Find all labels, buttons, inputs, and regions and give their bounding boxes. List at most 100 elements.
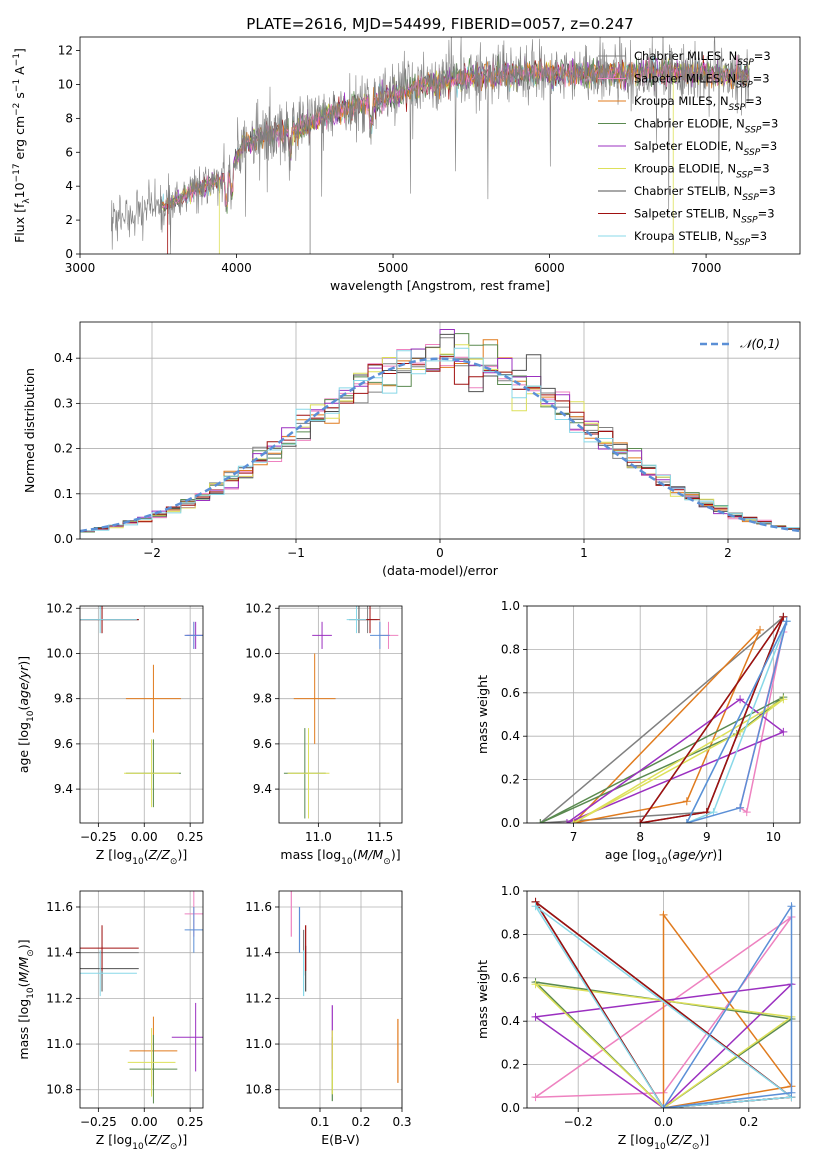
- label-part: Kroupa ELODIE, N: [634, 162, 736, 176]
- x-tick-label: 0.2: [351, 1115, 370, 1129]
- x-tick-label: 0.25: [177, 830, 204, 844]
- x-tick-label: 0.3: [392, 1115, 411, 1129]
- figure-title: PLATE=2616, MJD=54499, FIBERID=0057, z=0…: [246, 15, 633, 33]
- y-tick-label: 4: [65, 179, 73, 193]
- panel-age_vs_Z: −0.25 0.00 0.259.49.69.810.010.2Z [log10(Z…: [16, 601, 204, 867]
- panel-age_vs_mass: 11.0 11.5 9.4 9.6 9.8 10.0 10.2 mass [log10(M/M…: [245, 601, 403, 867]
- plot-area: [80, 329, 800, 539]
- x-axis-label: wavelength [Angstrom, rest frame]: [330, 278, 550, 293]
- y-tick-label: 11.4: [245, 946, 272, 960]
- legend-label: Salpeter STELIB, NSSP=3: [634, 207, 775, 226]
- x-tick-label: 0.1: [310, 1115, 329, 1129]
- label-part: −2: [12, 103, 22, 116]
- label-part: Z [log: [96, 847, 132, 862]
- weight-marker: [787, 902, 796, 911]
- y-tick-label: 9.6: [253, 737, 272, 751]
- label-part: A: [12, 66, 27, 79]
- label-part: Chabrier MILES, N: [634, 49, 737, 63]
- x-tick-label: 11.5: [367, 830, 394, 844]
- y-tick-label: 0.3: [54, 396, 73, 410]
- label-part: SSP: [745, 126, 762, 136]
- label-part: SSP: [737, 58, 754, 68]
- label-part: =3: [758, 207, 775, 221]
- y-tick-label: 0.6: [501, 686, 520, 700]
- y-axis-label: mass weight: [475, 960, 490, 1039]
- label-part: ⊙: [170, 857, 178, 867]
- label-part: (: [666, 1132, 671, 1147]
- label-part: mass [log: [280, 847, 341, 862]
- y-tick-label: 9.6: [54, 737, 73, 751]
- weight-marker: [531, 1012, 540, 1021]
- panel-residuals: −2 −1 0 1 2 0.0 0.1 0.2 0.3 0.4 𝒩(0,1) (data-model)…: [22, 321, 801, 578]
- y-tick-label: 0.0: [501, 1101, 520, 1115]
- weight-curve: [639, 616, 785, 823]
- y-tick-label: 1.0: [501, 884, 520, 898]
- x-tick-label: 7: [570, 830, 578, 844]
- x-tick-label: −0.25: [80, 1115, 117, 1129]
- y-tick-label: 1.0: [501, 599, 520, 613]
- label-part: mass [log: [16, 999, 31, 1060]
- label-part: E(B-V): [321, 1132, 360, 1147]
- y-tick-label: 10: [58, 77, 73, 91]
- weight-marker: [531, 980, 540, 989]
- y-tick-label: 0.4: [501, 729, 520, 743]
- label-part: SSP: [734, 238, 751, 248]
- axes-frame: [79, 605, 204, 824]
- y-tick-label: 0.2: [501, 1058, 520, 1072]
- y-tick-label: 0: [65, 247, 73, 261]
- series-line: [111, 37, 751, 254]
- weight-marker: [736, 803, 745, 812]
- y-tick-label: 0.6: [501, 971, 520, 985]
- label-part: )]: [16, 939, 31, 949]
- y-axis-label: age [log10(age/yr)]: [16, 656, 36, 773]
- label-part: (: [16, 706, 31, 711]
- weight-marker: [787, 1088, 796, 1097]
- y-tick-label: 11.2: [245, 991, 272, 1005]
- weight-marker: [569, 819, 578, 823]
- label-part: Normed distribution: [22, 368, 37, 493]
- label-part: (data-model)/error: [382, 563, 499, 578]
- label-part: mass weight: [475, 960, 490, 1039]
- y-tick-label: 2: [65, 213, 73, 227]
- x-tick-label: 0.2: [739, 1115, 758, 1129]
- label-part: (: [16, 982, 31, 987]
- label-part: =3: [761, 117, 778, 131]
- label-part: M/M: [358, 847, 384, 862]
- weight-marker: [779, 727, 788, 736]
- label-part: =3: [745, 94, 762, 108]
- label-part: age/yr: [16, 665, 31, 706]
- label-part: 10: [132, 1142, 144, 1152]
- label-part: 10: [656, 857, 668, 867]
- weight-marker: [562, 819, 571, 823]
- weight-curve: [662, 903, 793, 1108]
- normal-curve: [80, 357, 800, 533]
- label-part: Z/Z: [148, 1132, 171, 1147]
- label-part: mass weight: [475, 675, 490, 754]
- label-part: ⊙: [692, 1142, 700, 1152]
- y-tick-label: 0.8: [501, 927, 520, 941]
- y-tick-label: 9.4: [54, 782, 73, 796]
- label-part: age [log: [16, 722, 31, 773]
- label-part: Z [log: [96, 1132, 132, 1147]
- y-tick-label: 9.8: [253, 692, 272, 706]
- label-part: SSP: [741, 216, 758, 226]
- y-tick-label: 0.4: [501, 1014, 520, 1028]
- label-part: =3: [759, 184, 776, 198]
- label-part: wavelength [Angstrom, rest frame]: [330, 278, 550, 293]
- x-tick-label: 1: [580, 546, 588, 560]
- label-part: Kroupa MILES, N: [634, 94, 729, 108]
- weight-marker: [742, 808, 751, 817]
- label-part: SSP: [729, 103, 746, 113]
- label-part: )]: [699, 1132, 709, 1147]
- label-part: 10: [12, 182, 27, 198]
- label-part: age/yr: [672, 847, 713, 862]
- x-tick-label: 5000: [378, 261, 409, 275]
- axes-frame: [79, 36, 801, 255]
- x-axis-label: Z [log10(Z/Z⊙)]: [96, 1132, 187, 1152]
- legend-label: Chabrier MILES, NSSP=3: [634, 49, 771, 68]
- weight-marker: [682, 819, 691, 823]
- legend-label: Chabrier ELODIE, NSSP=3: [634, 117, 778, 136]
- label-part: (: [144, 847, 149, 862]
- weight-marker: [682, 797, 691, 806]
